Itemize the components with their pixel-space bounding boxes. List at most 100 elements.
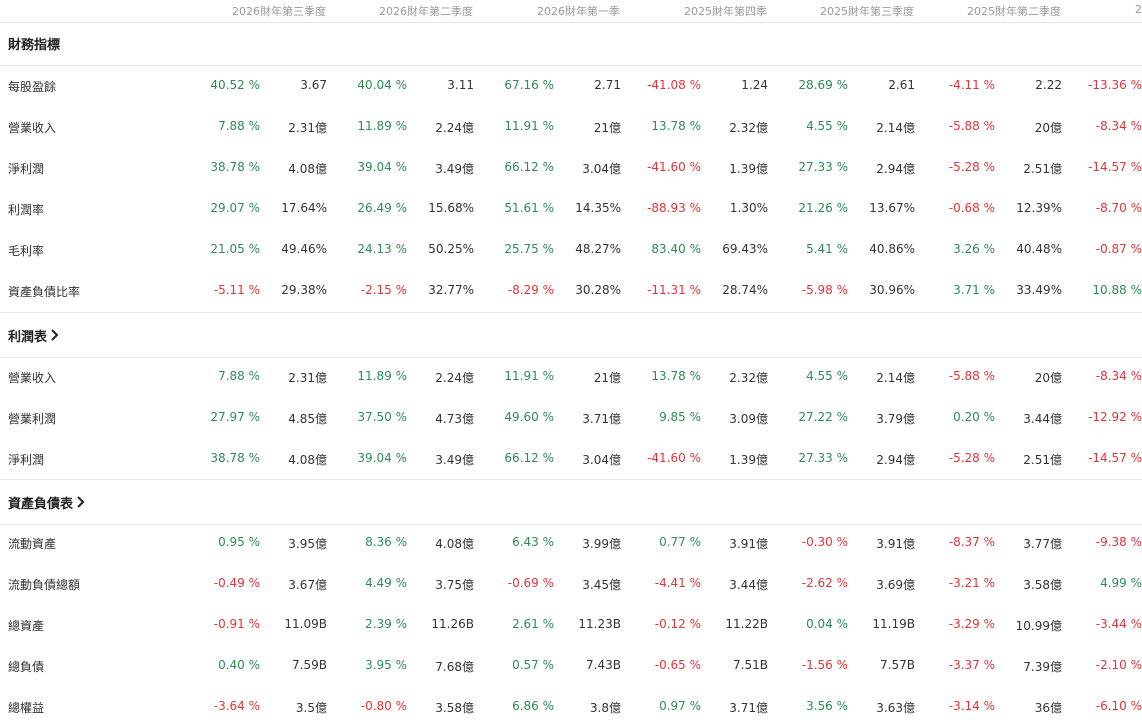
change-percent: -3.29 % xyxy=(948,617,995,631)
value-cell: 2.94億 xyxy=(876,162,915,176)
row-label: 每股盈餘 xyxy=(8,80,57,94)
change-percent: -9.38 % xyxy=(1095,535,1142,549)
value-cell: 3.8億 xyxy=(589,701,621,715)
change-percent: 7.88 % xyxy=(218,369,260,383)
change-percent: 0.57 % xyxy=(512,658,554,672)
value-cell: 4.85億 xyxy=(288,412,327,426)
value-cell: 3.44億 xyxy=(1023,412,1062,426)
value-cell: 7.43B xyxy=(586,658,621,672)
change-percent: -8.37 % xyxy=(948,535,995,549)
value-cell: 4.08億 xyxy=(288,453,327,467)
change-percent: -3.64 % xyxy=(213,699,260,713)
column-header: 2025財年第四季 xyxy=(684,5,767,18)
change-percent: -41.08 % xyxy=(647,78,701,92)
value-cell: 11.26B xyxy=(431,617,474,631)
change-percent: 83.40 % xyxy=(651,242,701,256)
table-row: 流動負債總額 -0.49 % 3.67億 4.49 % 3.75億 -0.69 % 3.45… xyxy=(0,574,1142,594)
change-percent: 0.40 % xyxy=(218,658,260,672)
value-cell: 3.77億 xyxy=(1023,537,1062,551)
row-label: 營業收入 xyxy=(8,121,57,135)
value-cell: 4.73億 xyxy=(435,412,474,426)
value-cell: 3.11 xyxy=(447,78,474,92)
change-percent: 6.86 % xyxy=(512,699,554,713)
value-cell: 3.63億 xyxy=(876,701,915,715)
row-label: 流動資產 xyxy=(8,537,57,551)
change-percent: -0.69 % xyxy=(507,576,554,590)
change-percent: 27.97 % xyxy=(210,410,260,424)
change-percent: -5.88 % xyxy=(948,119,995,133)
section-divider xyxy=(0,65,1142,66)
change-percent: -0.91 % xyxy=(213,617,260,631)
change-percent: 2.39 % xyxy=(365,617,407,631)
column-header: 2025財年第二季度 xyxy=(967,5,1061,18)
row-label: 淨利潤 xyxy=(8,453,45,467)
value-cell: 2.32億 xyxy=(729,121,768,135)
chevron-right-icon xyxy=(77,496,85,508)
table-row: 總資產 -0.91 % 11.09B 2.39 % 11.26B 2.61 % 11.23B… xyxy=(0,615,1142,635)
value-cell: 3.5億 xyxy=(295,701,327,715)
section-title[interactable]: 資產負債表 xyxy=(8,492,87,512)
value-cell: 2.71 xyxy=(594,78,621,92)
value-cell: 7.68億 xyxy=(435,660,474,674)
value-cell: 17.64% xyxy=(281,201,327,215)
change-percent: 3.56 % xyxy=(806,699,848,713)
value-cell: 2.51億 xyxy=(1023,453,1062,467)
value-cell: 3.71億 xyxy=(582,412,621,426)
value-cell: 3.09億 xyxy=(729,412,768,426)
table-row: 流動資產 0.95 % 3.95億 8.36 % 4.08億 6.43 % 3.99億 0.7… xyxy=(0,533,1142,553)
value-cell: 2.14億 xyxy=(876,121,915,135)
change-percent: 3.95 % xyxy=(365,658,407,672)
value-cell: 21億 xyxy=(593,121,621,135)
change-percent: -11.31 % xyxy=(647,283,701,297)
value-cell: 28.74% xyxy=(722,283,768,297)
value-cell: 1.39億 xyxy=(729,453,768,467)
change-percent: 38.78 % xyxy=(210,160,260,174)
value-cell: 11.09B xyxy=(284,617,327,631)
change-percent: 0.77 % xyxy=(659,535,701,549)
value-cell: 21億 xyxy=(593,371,621,385)
change-percent: 39.04 % xyxy=(357,451,407,465)
value-cell: 30.96% xyxy=(869,283,915,297)
change-percent: 27.33 % xyxy=(798,451,848,465)
section-divider xyxy=(0,312,1142,313)
change-percent: 4.55 % xyxy=(806,119,848,133)
value-cell: 3.45億 xyxy=(582,578,621,592)
value-cell: 11.23B xyxy=(578,617,621,631)
change-percent: 26.49 % xyxy=(357,201,407,215)
value-cell: 69.43% xyxy=(722,242,768,256)
change-percent: -5.11 % xyxy=(213,283,260,297)
table-row: 毛利率 21.05 % 49.46% 24.13 % 50.25% 25.75 % 48.2… xyxy=(0,240,1142,260)
change-percent: -8.34 % xyxy=(1095,369,1142,383)
change-percent: -4.11 % xyxy=(948,78,995,92)
section-title[interactable]: 利潤表 xyxy=(8,325,61,345)
value-cell: 11.22B xyxy=(725,617,768,631)
change-percent: 11.91 % xyxy=(504,119,554,133)
value-cell: 2.24億 xyxy=(435,121,474,135)
change-percent: 66.12 % xyxy=(504,451,554,465)
change-percent: -0.65 % xyxy=(654,658,701,672)
value-cell: 7.57B xyxy=(880,658,915,672)
value-cell: 2.31億 xyxy=(288,121,327,135)
table-row: 每股盈餘 40.52 % 3.67 40.04 % 3.11 67.16 % 2.71 -41… xyxy=(0,76,1142,96)
change-percent: 25.75 % xyxy=(504,242,554,256)
change-percent: -88.93 % xyxy=(647,201,701,215)
value-cell: 3.79億 xyxy=(876,412,915,426)
change-percent: 49.60 % xyxy=(504,410,554,424)
change-percent: -3.37 % xyxy=(948,658,995,672)
value-cell: 40.48% xyxy=(1016,242,1062,256)
change-percent: 4.49 % xyxy=(365,576,407,590)
change-percent: 27.22 % xyxy=(798,410,848,424)
change-percent: -0.12 % xyxy=(654,617,701,631)
column-header: 2026財年第二季度 xyxy=(379,5,473,18)
change-percent: -14.57 % xyxy=(1088,160,1142,174)
table-row: 總負債 0.40 % 7.59B 3.95 % 7.68億 0.57 % 7.43B -0.6… xyxy=(0,656,1142,676)
value-cell: 36億 xyxy=(1034,701,1062,715)
change-percent: 29.07 % xyxy=(210,201,260,215)
value-cell: 2.22 xyxy=(1035,78,1062,92)
value-cell: 50.25% xyxy=(428,242,474,256)
change-percent: -8.34 % xyxy=(1095,119,1142,133)
row-label: 總資產 xyxy=(8,619,45,633)
change-percent: -0.80 % xyxy=(360,699,407,713)
row-label: 利潤率 xyxy=(8,203,45,217)
change-percent: -2.62 % xyxy=(801,576,848,590)
